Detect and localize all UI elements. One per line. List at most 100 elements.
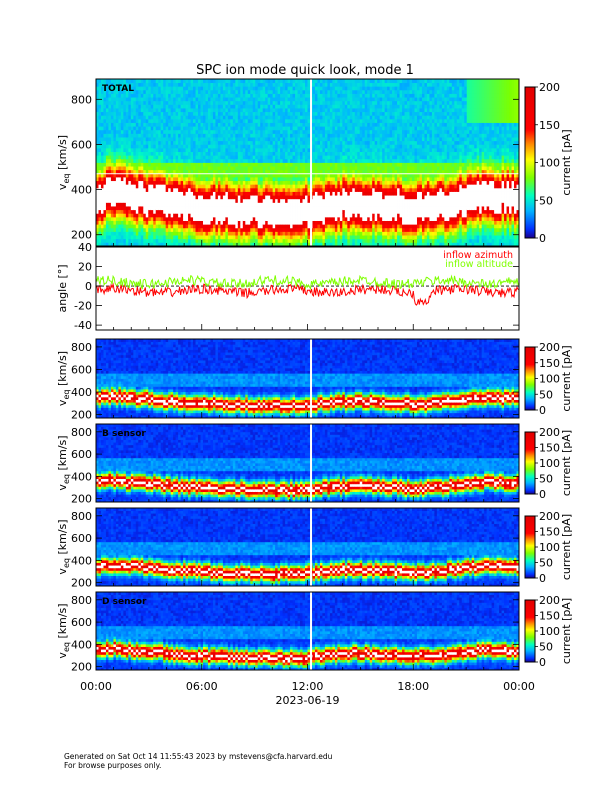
- heatmap-cell: [168, 122, 172, 127]
- heatmap-cell: [128, 151, 132, 156]
- heatmap-cell: [307, 169, 311, 174]
- heatmap-cell: [118, 213, 122, 218]
- heatmap-cell: [245, 82, 249, 87]
- heatmap-cell: [173, 137, 177, 142]
- heatmap-cell: [255, 133, 259, 138]
- heatmap-cell: [314, 89, 318, 94]
- heatmap-cell: [100, 202, 104, 207]
- heatmap-cell: [195, 231, 199, 236]
- heatmap-cell: [312, 198, 316, 203]
- heatmap-cell: [227, 180, 231, 185]
- heatmap-cell: [158, 242, 162, 247]
- heatmap-cell: [130, 140, 134, 145]
- heatmap-cell: [334, 231, 338, 236]
- heatmap-cell: [113, 238, 117, 243]
- heatmap-cell: [168, 216, 172, 221]
- heatmap-cell: [247, 129, 251, 134]
- heatmap-cell: [339, 195, 343, 200]
- heatmap-cell: [185, 184, 189, 189]
- heatmap-cell: [270, 166, 274, 171]
- heatmap-cell: [205, 104, 209, 109]
- heatmap-cell: [123, 108, 127, 113]
- heatmap-cell: [103, 209, 107, 214]
- heatmap-cell: [260, 166, 264, 171]
- heatmap-cell: [193, 235, 196, 240]
- heatmap-cell: [227, 202, 231, 207]
- heatmap-cell: [242, 242, 246, 247]
- heatmap-cell: [357, 133, 361, 138]
- heatmap-cell: [349, 216, 353, 221]
- heatmap-cell: [235, 129, 239, 134]
- heatmap-cell: [354, 180, 358, 185]
- heatmap-cell: [352, 216, 356, 221]
- heatmap-cell: [349, 79, 353, 84]
- heatmap-cell: [349, 187, 353, 192]
- heatmap-cell: [317, 137, 321, 142]
- heatmap-cell: [312, 137, 316, 142]
- heatmap-cell: [148, 213, 152, 218]
- heatmap-cell: [140, 79, 144, 84]
- heatmap-cell: [280, 151, 284, 156]
- heatmap-cell: [130, 100, 134, 105]
- heatmap-cell: [148, 129, 152, 134]
- heatmap-cell: [319, 140, 323, 145]
- heatmap-cell: [270, 86, 274, 91]
- heatmap-cell: [128, 202, 132, 207]
- heatmap-cell: [105, 82, 109, 87]
- heatmap-cell: [180, 213, 184, 218]
- heatmap-cell: [118, 129, 122, 134]
- heatmap-cell: [277, 97, 281, 102]
- heatmap-cell: [133, 180, 137, 185]
- heatmap-cell: [227, 147, 231, 153]
- heatmap-cell: [287, 79, 291, 84]
- heatmap-cell: [344, 122, 348, 127]
- heatmap-cell: [247, 122, 251, 127]
- heatmap-cell: [357, 144, 361, 149]
- heatmap-cell: [128, 93, 132, 98]
- heatmap-cell: [262, 104, 266, 109]
- heatmap-cell: [275, 169, 279, 174]
- heatmap-cell: [113, 147, 117, 153]
- heatmap-cell: [302, 195, 306, 200]
- heatmap-cell: [153, 213, 157, 218]
- heatmap-cell: [232, 147, 236, 153]
- heatmap-cell: [240, 184, 244, 189]
- heatmap-cell: [280, 155, 284, 160]
- heatmap-cell: [252, 115, 256, 120]
- heatmap-cell: [347, 202, 351, 207]
- heatmap-cell: [272, 93, 276, 98]
- heatmap-cell: [252, 224, 256, 229]
- heatmap-cell: [175, 93, 179, 98]
- heatmap-cell: [312, 126, 316, 131]
- heatmap-cell: [143, 177, 147, 182]
- heatmap-cell: [252, 82, 256, 87]
- heatmap-cell: [297, 209, 301, 214]
- heatmap-cell: [260, 216, 264, 221]
- heatmap-cell: [252, 158, 256, 163]
- heatmap-cell: [327, 133, 331, 138]
- heatmap-cell: [329, 187, 333, 192]
- heatmap-cell: [110, 191, 114, 196]
- heatmap-cell: [307, 235, 311, 240]
- heatmap-cell: [193, 191, 196, 196]
- heatmap-cell: [247, 100, 251, 105]
- heatmap-cell: [307, 187, 311, 192]
- heatmap-cell: [252, 104, 256, 109]
- heatmap-cell: [317, 147, 321, 153]
- heatmap-cell: [319, 155, 323, 160]
- heatmap-cell: [247, 140, 251, 145]
- heatmap-cell: [103, 202, 107, 207]
- heatmap-cell: [275, 224, 279, 229]
- heatmap-cell: [352, 184, 356, 189]
- heatmap-cell: [237, 220, 241, 225]
- heatmap-cell: [364, 166, 368, 171]
- heatmap-cell: [225, 206, 229, 211]
- heatmap-cell: [170, 79, 174, 84]
- heatmap-cell: [165, 122, 169, 127]
- heatmap-cell: [292, 242, 296, 247]
- heatmap-cell: [153, 202, 157, 207]
- heatmap-cell: [319, 206, 323, 211]
- heatmap-cell: [292, 206, 296, 211]
- heatmap-cell: [347, 224, 351, 229]
- heatmap-cell: [334, 89, 338, 94]
